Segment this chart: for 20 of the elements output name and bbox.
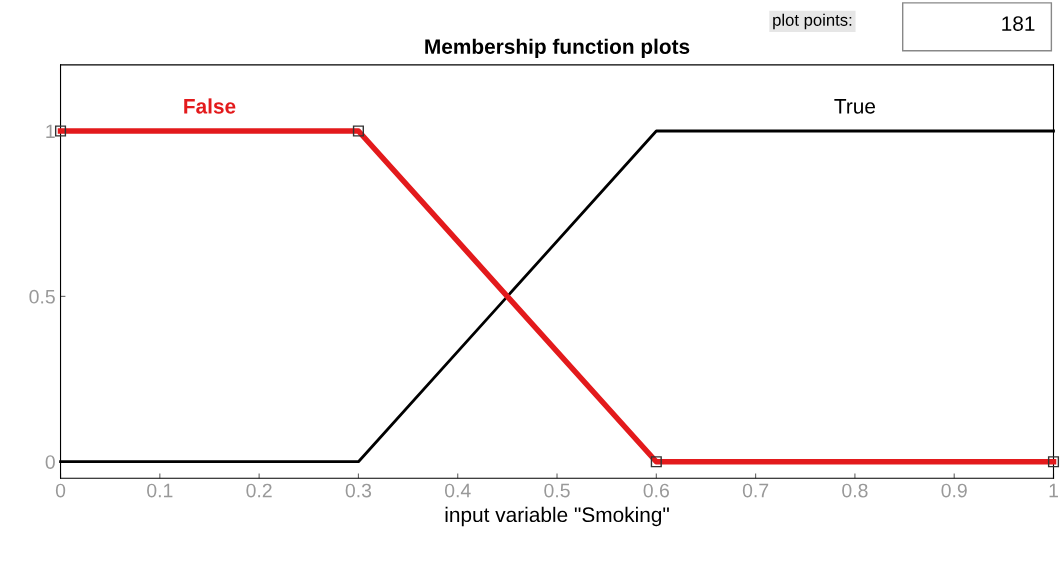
x-tick-label: 0.8 — [842, 483, 868, 498]
y-tick-label: 1 — [46, 124, 55, 139]
x-tick-label: 0.5 — [544, 483, 570, 498]
x-tick-label: 0.1 — [147, 483, 173, 498]
x-tick-label: 0.9 — [941, 483, 967, 498]
x-tick-label: 0.7 — [742, 483, 769, 498]
series-label: False — [184, 98, 236, 114]
text: plot points: — [773, 13, 852, 30]
x-tick-label: 0.6 — [643, 483, 669, 498]
x-tick-label: 1 — [1049, 483, 1058, 498]
chart-title: Membership function plots — [425, 38, 690, 59]
y-tick-label: 0 — [45, 455, 55, 469]
x-tick-label: 0.3 — [345, 483, 372, 498]
x-tick-label: 0.4 — [444, 483, 471, 498]
x-axis-title: input variable "Smoking" — [445, 506, 669, 527]
x-tick-label: 0.2 — [246, 483, 272, 498]
y-tick-label: 0.5 — [29, 289, 55, 304]
x-tick-label: 0 — [55, 483, 66, 498]
text: 181 — [1002, 16, 1035, 31]
series-label: True — [834, 99, 876, 114]
